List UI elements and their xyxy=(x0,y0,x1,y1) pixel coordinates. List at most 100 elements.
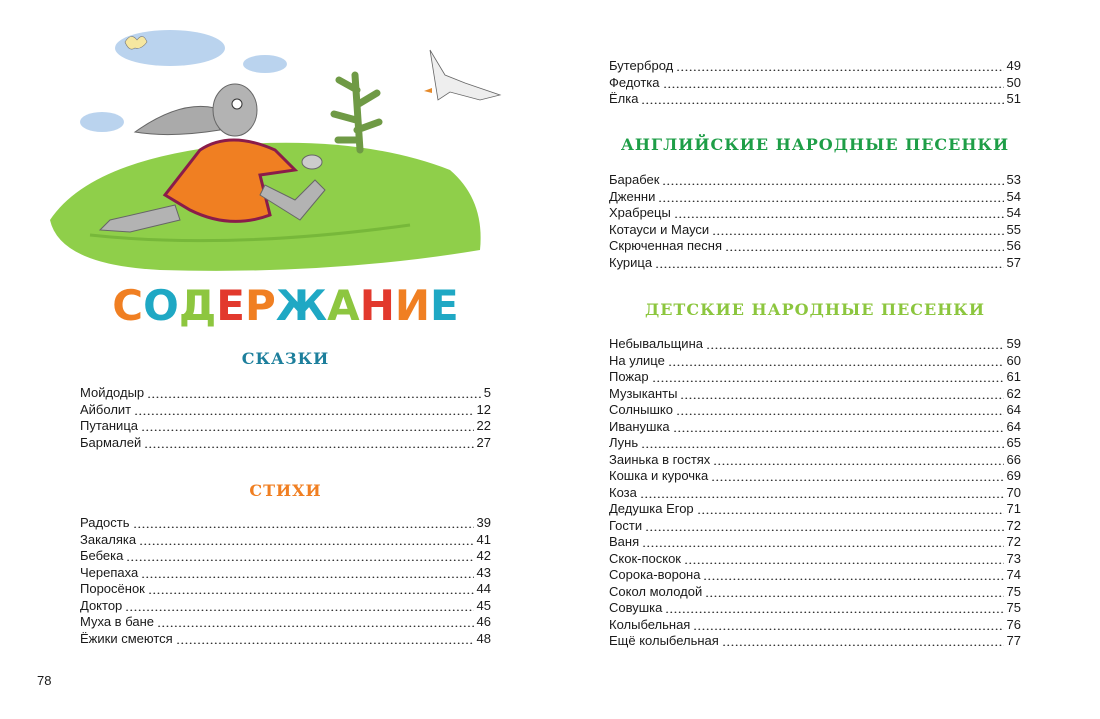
toc-entry-title: Черепаха xyxy=(80,564,139,580)
toc-entry: Совушка 75 xyxy=(609,600,1021,617)
toc-entry: Путаница 22 xyxy=(80,418,491,435)
toc-list-skazki: Мойдодыр 5 Айболит 12 Путаница 22 Бармалей 27 xyxy=(80,385,491,451)
dot-leader xyxy=(705,339,1004,350)
toc-entry-page: 64 xyxy=(1006,418,1021,434)
title-letter: Д xyxy=(178,281,217,330)
toc-entry-title: Закаляка xyxy=(80,531,137,547)
toc-entry-page: 71 xyxy=(1006,501,1021,516)
dot-leader xyxy=(156,617,474,628)
section-heading-folk: ДЕТСКИЕ НАРОДНЫЕ ПЕСЕНКИ xyxy=(645,300,985,319)
toc-entry: Ещё колыбельная 77 xyxy=(609,633,1021,650)
dot-leader xyxy=(705,586,1004,597)
hare-running-illustration xyxy=(50,30,502,271)
toc-list-continued: Бутерброд 49 Федотка 50 Ёлка 51 xyxy=(609,58,1021,108)
toc-entry-title: Бебека xyxy=(80,548,124,563)
dot-leader xyxy=(141,421,474,432)
toc-entry-title: Федотка xyxy=(609,74,660,90)
toc-entry: Колыбельная 76 xyxy=(609,617,1021,634)
toc-entry: Бармалей 27 xyxy=(80,435,491,452)
toc-entry: Муха в бане 46 xyxy=(80,614,491,631)
toc-entry: Ваня 72 xyxy=(609,534,1021,551)
dot-leader xyxy=(655,257,1004,268)
toc-entry-page: 12 xyxy=(476,401,491,417)
toc-entry-page: 64 xyxy=(1006,402,1021,417)
toc-entry: Черепаха 43 xyxy=(80,565,491,582)
toc-entry: Небывальщина 59 xyxy=(609,336,1021,353)
toc-entry: Поросёнок 44 xyxy=(80,581,491,598)
toc-entry: Котауси и Мауси 55 xyxy=(609,222,1021,239)
toc-entry-title: Кошка и курочка xyxy=(609,468,709,483)
dot-leader xyxy=(642,537,1004,548)
dot-leader xyxy=(725,241,1004,252)
toc-entry: Лунь 65 xyxy=(609,435,1021,452)
title-letter: Р xyxy=(244,281,276,330)
dot-leader xyxy=(662,175,1004,186)
dot-leader xyxy=(703,570,1004,581)
toc-entry-title: Колыбельная xyxy=(609,616,691,632)
toc-entry-title: Храбрецы xyxy=(609,205,671,220)
dot-leader xyxy=(711,471,1004,482)
toc-entry: Иванушка 64 xyxy=(609,419,1021,436)
toc-list-english: Барабек 53 Дженни 54 Храбрецы 54 Котауси и Мау… xyxy=(609,172,1021,271)
toc-entry-title: Сокол молодой xyxy=(609,583,703,599)
dot-leader xyxy=(712,224,1004,235)
toc-entry-page: 39 xyxy=(476,515,491,530)
toc-entry-page: 50 xyxy=(1006,74,1021,90)
dot-leader xyxy=(147,388,481,399)
toc-entry: Барабек 53 xyxy=(609,172,1021,189)
dot-leader xyxy=(139,534,474,545)
toc-entry-title: Мойдодыр xyxy=(80,385,145,400)
title-letter: Н xyxy=(359,281,395,330)
toc-entry: Скрюченная песня 56 xyxy=(609,238,1021,255)
toc-entry-page: 75 xyxy=(1006,583,1021,599)
toc-entry-title: Ваня xyxy=(609,534,640,549)
toc-entry-title: Иванушка xyxy=(609,418,670,434)
dot-leader xyxy=(696,504,1004,515)
toc-entry: Коза 70 xyxy=(609,485,1021,502)
dot-leader xyxy=(673,208,1004,219)
toc-entry-title: Заинька в гостях xyxy=(609,451,711,467)
toc-entry-title: Коза xyxy=(609,484,637,500)
toc-entry: Храбрецы 54 xyxy=(609,205,1021,222)
title-letter: А xyxy=(327,281,360,330)
toc-entry-title: Сорока-ворона xyxy=(609,567,701,582)
toc-entry: Бутерброд 49 xyxy=(609,58,1021,75)
toc-entry-page: 54 xyxy=(1006,205,1021,220)
toc-entry-title: Скрюченная песня xyxy=(609,238,723,253)
toc-entry-title: Небывальщина xyxy=(609,336,703,351)
toc-entry-page: 72 xyxy=(1006,534,1021,549)
toc-entry: Сорока-ворона 74 xyxy=(609,567,1021,584)
toc-entry: Гости 72 xyxy=(609,518,1021,535)
toc-entry-title: Радость xyxy=(80,515,130,530)
toc-entry: Сокол молодой 75 xyxy=(609,584,1021,601)
toc-entry-page: 59 xyxy=(1006,336,1021,351)
toc-entry-title: Курица xyxy=(609,254,653,270)
toc-entry-page: 54 xyxy=(1006,188,1021,204)
toc-entry-page: 66 xyxy=(1006,451,1021,467)
toc-entry-title: Доктор xyxy=(80,597,123,613)
dot-leader xyxy=(680,388,1004,399)
toc-entry-title: Ещё колыбельная xyxy=(609,633,719,648)
toc-entry-page: 45 xyxy=(476,597,491,613)
toc-entry-title: Скок-поскок xyxy=(609,550,681,566)
page-number: 78 xyxy=(37,673,52,688)
toc-list-stikhi: Радость 39 Закаляка 41 Бебека 42 Черепаха 43 Пор… xyxy=(80,515,491,647)
dot-leader xyxy=(645,520,1004,531)
toc-entry: Курица 57 xyxy=(609,255,1021,272)
toc-entry-title: Барабек xyxy=(609,172,660,187)
dot-leader xyxy=(641,94,1004,105)
toc-entry-title: Айболит xyxy=(80,401,132,417)
dot-leader xyxy=(676,61,1004,72)
toc-entry: Бебека 42 xyxy=(80,548,491,565)
dot-leader xyxy=(147,584,474,595)
title-letter: С xyxy=(112,281,144,330)
section-heading-stikhi: СТИХИ xyxy=(249,481,322,500)
toc-entry: Кошка и курочка 69 xyxy=(609,468,1021,485)
section-heading-skazki: СКАЗКИ xyxy=(241,349,330,368)
page-title: СОДЕРЖАНИЕ xyxy=(60,280,511,332)
toc-entry-title: Лунь xyxy=(609,435,639,450)
toc-entry-title: Дедушка Егор xyxy=(609,501,694,516)
toc-entry: Ёлка 51 xyxy=(609,91,1021,108)
title-letter: О xyxy=(143,281,179,330)
section-heading-english: АНГЛИЙСКИЕ НАРОДНЫЕ ПЕСЕНКИ xyxy=(620,135,1010,154)
